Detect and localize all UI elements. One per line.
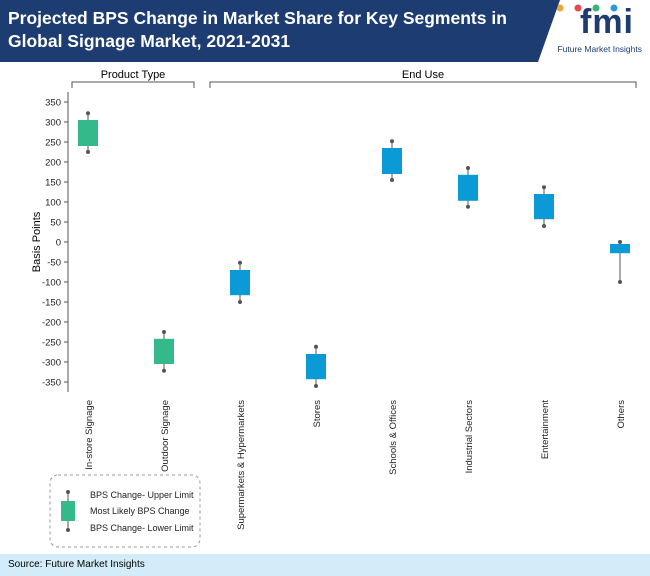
- y-tick-label: -100: [42, 278, 61, 289]
- upper-limit-point: [466, 166, 470, 170]
- y-tick-label: -150: [42, 298, 61, 309]
- y-tick-label: 350: [45, 98, 61, 109]
- upper-limit-point: [390, 139, 394, 144]
- box-in-store-signage: [78, 111, 98, 154]
- lower-limit-point: [86, 150, 90, 154]
- likely-range-box: [534, 194, 554, 220]
- likely-range-box: [230, 270, 250, 296]
- legend-box-label: Most Likely BPS Change: [90, 506, 190, 516]
- y-tick-label: -350: [42, 378, 61, 389]
- legend-lower-point: [66, 528, 70, 532]
- box-series: [78, 111, 630, 388]
- source-note: Source: Future Market Insights: [8, 559, 145, 570]
- box-stores: [306, 344, 326, 388]
- likely-range-box: [610, 244, 630, 254]
- legend-box-swatch: [61, 501, 75, 521]
- group-label-end-use: End Use: [402, 69, 444, 81]
- x-label-schools-and-offices: Schools & Offices: [388, 400, 399, 475]
- lower-limit-point: [238, 300, 242, 304]
- lower-limit-point: [390, 178, 394, 182]
- legend: BPS Change- Upper Limit Most Likely BPS C…: [49, 474, 201, 548]
- box-others: [610, 240, 630, 284]
- y-tick-label: -50: [47, 258, 61, 269]
- segment-group-labels: Product Type End Use: [71, 69, 637, 88]
- y-tick-label: 0: [56, 238, 61, 249]
- group-bracket-end-use: [209, 81, 637, 88]
- upper-limit-point: [162, 330, 166, 334]
- upper-limit-point: [618, 240, 622, 244]
- box-schools-and-offices: [382, 139, 402, 182]
- y-axis: 350 300 250 200 150 100 50 0 -50 -100 -150 -200 -250…: [31, 92, 69, 392]
- y-tick-label: 100: [45, 198, 61, 209]
- y-tick-label: -300: [42, 358, 61, 369]
- x-label-stores: Stores: [312, 400, 323, 428]
- y-tick-label: -200: [42, 318, 61, 329]
- likely-range-box: [78, 120, 98, 146]
- lower-limit-point: [618, 280, 622, 284]
- group-label-product-type: Product Type: [101, 69, 166, 81]
- likely-range-box: [154, 338, 174, 364]
- box-supermarkets-and-hypermarkets: [230, 260, 250, 304]
- y-tick-label: -250: [42, 338, 61, 349]
- lower-limit-point: [314, 384, 318, 388]
- y-tick-label: 200: [45, 158, 61, 169]
- legend-lower-label: BPS Change- Lower Limit: [90, 523, 194, 533]
- x-label-supermarkets-and-hypermarkets: Supermarkets & Hypermarkets: [236, 400, 247, 530]
- y-axis-title: Basis Points: [31, 211, 43, 272]
- header-banner: Projected BPS Change in Market Share for…: [0, 0, 650, 62]
- footer-bar: Source: Future Market Insights: [0, 554, 650, 576]
- likely-range-box: [382, 148, 402, 174]
- x-label-in-store-signage: In-store Signage: [84, 400, 95, 470]
- upper-limit-point: [542, 185, 546, 190]
- legend-upper-point: [66, 490, 70, 494]
- logo-mark: fmi: [580, 3, 634, 41]
- box-plot-chart: Product Type End Use 350 300 250 200 150 100 50…: [31, 69, 637, 548]
- logo-dots-icon: [556, 4, 618, 12]
- likely-range-box: [306, 354, 326, 380]
- x-label-outdoor-signage: Outdoor Signage: [160, 400, 171, 472]
- x-label-others: Others: [616, 400, 627, 429]
- x-label-industrial-sectors: Industrial Sectors: [464, 400, 475, 474]
- upper-limit-point: [238, 260, 242, 265]
- box-industrial-sectors: [458, 166, 478, 209]
- y-tick-label: 150: [45, 178, 61, 189]
- lower-limit-point: [162, 368, 166, 373]
- likely-range-box: [458, 174, 478, 201]
- y-tick-label: 50: [50, 218, 61, 229]
- upper-limit-point: [314, 344, 318, 349]
- upper-limit-point: [86, 111, 90, 116]
- box-outdoor-signage: [154, 330, 174, 373]
- legend-upper-label: BPS Change- Upper Limit: [90, 490, 194, 500]
- logo-panel: fmi Future Market Insights: [538, 0, 650, 62]
- chart-title: Projected BPS Change in Market Share for…: [8, 8, 507, 51]
- box-entertainment: [534, 185, 554, 228]
- x-label-entertainment: Entertainment: [540, 400, 551, 460]
- group-bracket-product-type: [71, 81, 195, 88]
- y-tick-label: 250: [45, 138, 61, 149]
- legend-frame: [49, 474, 201, 548]
- lower-limit-point: [542, 224, 546, 228]
- y-tick-label: 300: [45, 118, 61, 129]
- lower-limit-point: [466, 204, 470, 209]
- x-axis-labels: In-store Signage Outdoor Signage Supermark…: [84, 400, 627, 530]
- logo-text: Future Market Insights: [557, 44, 642, 54]
